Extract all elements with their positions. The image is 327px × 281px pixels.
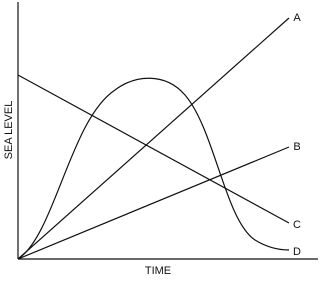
line-b (17, 146, 290, 260)
line-label: A (293, 12, 301, 24)
line-label: D (293, 246, 301, 258)
line-c (17, 74, 290, 224)
line-label: B (293, 141, 300, 153)
line-a (17, 17, 290, 260)
x-axis-label: TIME (145, 265, 171, 277)
y-axis-label: SEA LEVEL (3, 101, 15, 160)
line-label: C (293, 219, 301, 231)
curve-d (17, 77, 290, 260)
